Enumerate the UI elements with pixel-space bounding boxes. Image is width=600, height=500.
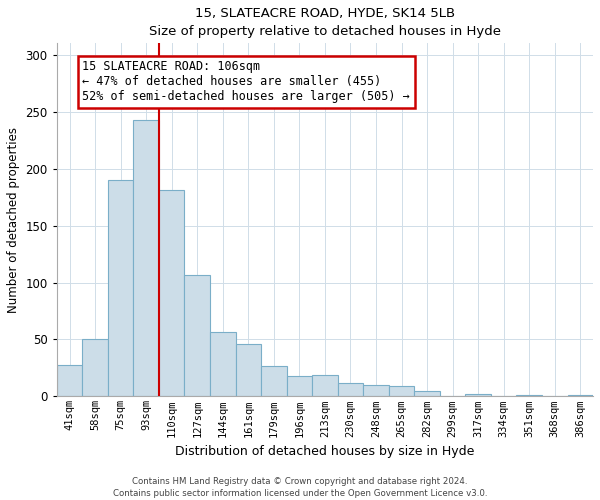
Bar (108, 180, 133, 396)
Bar (466, 394, 491, 396)
Bar (338, 383, 363, 396)
Title: 15, SLATEACRE ROAD, HYDE, SK14 5LB
Size of property relative to detached houses : 15, SLATEACRE ROAD, HYDE, SK14 5LB Size … (149, 7, 501, 38)
Bar (82, 340, 108, 396)
Text: 15 SLATEACRE ROAD: 106sqm
← 47% of detached houses are smaller (455)
52% of semi: 15 SLATEACRE ROAD: 106sqm ← 47% of detac… (82, 60, 410, 104)
Bar (210, 332, 236, 396)
Bar (389, 386, 414, 396)
Bar (414, 390, 440, 396)
Bar (133, 120, 159, 396)
Text: Contains HM Land Registry data © Crown copyright and database right 2024.
Contai: Contains HM Land Registry data © Crown c… (113, 476, 487, 498)
Bar (159, 190, 184, 396)
Bar (57, 364, 82, 396)
Bar (363, 385, 389, 396)
Bar (261, 366, 287, 396)
Y-axis label: Number of detached properties: Number of detached properties (7, 127, 20, 313)
Bar (287, 376, 312, 396)
Bar (312, 375, 338, 396)
X-axis label: Distribution of detached houses by size in Hyde: Distribution of detached houses by size … (175, 445, 475, 458)
Bar (236, 344, 261, 397)
Bar (184, 274, 210, 396)
